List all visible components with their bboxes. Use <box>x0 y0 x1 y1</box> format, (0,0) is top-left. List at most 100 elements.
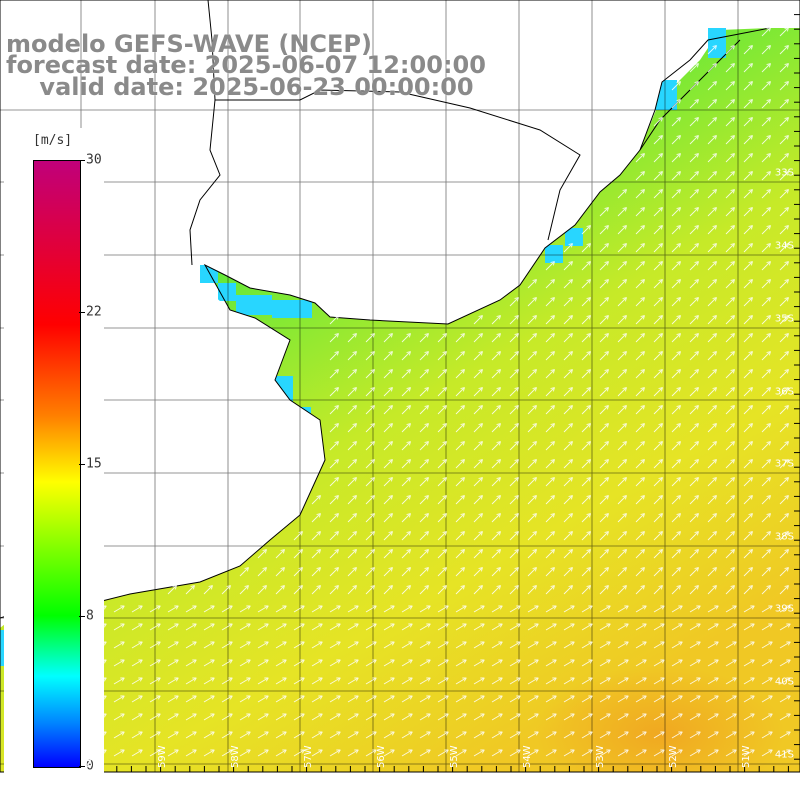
wind-vector <box>509 459 519 469</box>
wind-vector-head <box>712 63 717 66</box>
wind-vector-head <box>444 513 447 518</box>
wind-vector-head <box>712 81 717 84</box>
wind-vector <box>689 495 699 505</box>
wind-vector-head <box>336 513 339 518</box>
wind-vector <box>743 225 753 235</box>
wind-vector-head <box>498 585 501 590</box>
wind-vector-head <box>768 513 771 518</box>
wind-vector-head <box>334 459 339 462</box>
wind-vector <box>563 351 573 361</box>
wind-vector-head <box>478 531 483 534</box>
wind-vector-head <box>409 641 413 646</box>
wind-vector <box>527 405 537 415</box>
wind-vector <box>437 605 449 613</box>
wind-vector <box>653 171 663 181</box>
wind-vector <box>761 459 771 469</box>
wind-vector <box>149 677 161 685</box>
wind-vector <box>437 567 447 577</box>
wind-vector <box>779 279 789 289</box>
wind-vector <box>491 605 503 613</box>
wind-vector-head <box>193 677 197 682</box>
wind-vector-head <box>337 623 341 628</box>
wind-vector-head <box>586 549 591 552</box>
wind-vector-head <box>769 641 773 646</box>
wind-vector <box>473 315 483 325</box>
wind-vector-head <box>658 459 663 462</box>
wind-vector-head <box>642 153 645 158</box>
wind-vector-head <box>658 171 663 174</box>
wind-vector-head <box>660 297 663 302</box>
wind-vector <box>149 623 161 631</box>
wind-vector <box>563 641 575 649</box>
wind-vector <box>743 99 753 109</box>
wind-vector <box>419 351 429 361</box>
wind-vector-head <box>784 81 789 84</box>
wind-vector <box>113 641 125 649</box>
wind-vector-head <box>676 81 681 84</box>
wind-vector <box>311 531 321 541</box>
wind-vector <box>599 477 609 487</box>
wind-vector <box>707 369 717 379</box>
wind-vector <box>725 261 735 271</box>
wind-vector-head <box>787 749 791 754</box>
wind-vector-head <box>696 315 699 320</box>
wind-vector-head <box>622 513 627 516</box>
wind-vector <box>365 713 377 721</box>
wind-vector-head <box>532 315 537 318</box>
wind-vector <box>761 495 771 505</box>
wind-vector-head <box>298 585 303 588</box>
wind-vector-head <box>607 659 611 664</box>
wind-vector-head <box>606 387 609 392</box>
wind-vector <box>239 585 249 595</box>
wind-vector <box>761 81 771 91</box>
wind-vector-head <box>265 605 269 610</box>
colorbar-tick <box>79 312 85 313</box>
wind-vector-head <box>748 405 753 408</box>
wind-vector-head <box>768 441 771 446</box>
wind-vector-head <box>625 641 629 646</box>
wind-vector-head <box>676 477 681 480</box>
wind-vector-head <box>336 441 339 446</box>
wind-vector <box>779 333 789 343</box>
wind-vector-head <box>748 243 753 246</box>
wind-vector-head <box>786 333 789 338</box>
wind-vector-head <box>228 585 231 590</box>
wind-vector-head <box>658 315 663 318</box>
wind-vector-head <box>658 207 663 210</box>
wind-vector-head <box>714 279 717 284</box>
wind-vector <box>671 441 681 451</box>
wind-vector <box>671 225 681 235</box>
wind-vector <box>239 695 251 703</box>
wind-vector <box>707 531 717 541</box>
wind-vector-head <box>786 225 789 230</box>
wind-vector-head <box>426 441 429 446</box>
wind-vector-head <box>784 477 789 480</box>
wind-vector <box>257 585 267 595</box>
wind-vector-head <box>589 713 593 718</box>
wind-vector <box>743 189 753 199</box>
wind-vector-head <box>730 135 735 138</box>
wind-vector-head <box>103 713 107 718</box>
wind-vector <box>149 641 161 649</box>
wind-vector-head <box>642 495 645 500</box>
wind-vector-head <box>606 585 609 590</box>
wind-vector-head <box>516 477 519 482</box>
wind-vector <box>113 623 125 631</box>
wind-vector-head <box>766 531 771 534</box>
wind-vector <box>545 459 555 469</box>
wind-vector-head <box>769 623 773 628</box>
wind-vector-head <box>642 207 645 212</box>
wind-vector <box>725 405 735 415</box>
wind-vector-head <box>766 351 771 354</box>
wind-vector <box>761 713 773 721</box>
wind-vector-head <box>732 567 735 572</box>
wind-vector-head <box>229 731 233 736</box>
wind-vector-head <box>390 477 393 482</box>
wind-vector-head <box>552 513 555 518</box>
wind-vector <box>329 567 339 577</box>
wind-vector <box>185 731 197 739</box>
wind-vector-head <box>139 605 143 610</box>
wind-vector-head <box>730 243 735 246</box>
wind-vector-head <box>550 459 555 462</box>
wind-vector <box>671 459 681 469</box>
